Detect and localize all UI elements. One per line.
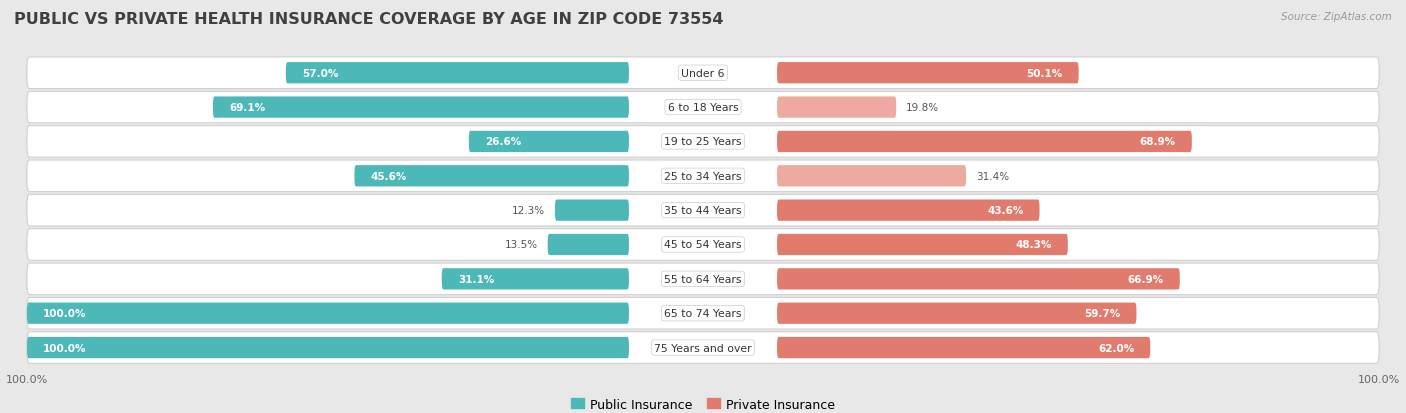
- Text: 45.6%: 45.6%: [371, 171, 406, 181]
- FancyBboxPatch shape: [778, 303, 1136, 324]
- FancyBboxPatch shape: [555, 200, 628, 221]
- FancyBboxPatch shape: [778, 63, 1078, 84]
- Text: 50.1%: 50.1%: [1026, 69, 1063, 78]
- Text: PUBLIC VS PRIVATE HEALTH INSURANCE COVERAGE BY AGE IN ZIP CODE 73554: PUBLIC VS PRIVATE HEALTH INSURANCE COVER…: [14, 12, 724, 27]
- FancyBboxPatch shape: [354, 166, 628, 187]
- Text: Source: ZipAtlas.com: Source: ZipAtlas.com: [1281, 12, 1392, 22]
- Text: Under 6: Under 6: [682, 69, 724, 78]
- FancyBboxPatch shape: [27, 303, 628, 324]
- FancyBboxPatch shape: [285, 63, 628, 84]
- Text: 100.0%: 100.0%: [44, 343, 87, 353]
- Text: 66.9%: 66.9%: [1128, 274, 1164, 284]
- Text: 48.3%: 48.3%: [1015, 240, 1052, 250]
- FancyBboxPatch shape: [212, 97, 628, 119]
- Text: 65 to 74 Years: 65 to 74 Years: [664, 309, 742, 318]
- Text: 19.8%: 19.8%: [905, 103, 939, 113]
- Text: 43.6%: 43.6%: [987, 206, 1024, 216]
- FancyBboxPatch shape: [27, 263, 1379, 295]
- FancyBboxPatch shape: [778, 337, 1150, 358]
- Text: 57.0%: 57.0%: [302, 69, 339, 78]
- FancyBboxPatch shape: [27, 229, 1379, 261]
- Legend: Public Insurance, Private Insurance: Public Insurance, Private Insurance: [571, 398, 835, 411]
- Text: 6 to 18 Years: 6 to 18 Years: [668, 103, 738, 113]
- FancyBboxPatch shape: [27, 298, 1379, 329]
- FancyBboxPatch shape: [27, 337, 628, 358]
- FancyBboxPatch shape: [468, 131, 628, 153]
- FancyBboxPatch shape: [27, 126, 1379, 158]
- Text: 55 to 64 Years: 55 to 64 Years: [664, 274, 742, 284]
- FancyBboxPatch shape: [778, 97, 896, 119]
- FancyBboxPatch shape: [778, 131, 1192, 153]
- Text: 59.7%: 59.7%: [1084, 309, 1121, 318]
- Text: 25 to 34 Years: 25 to 34 Years: [664, 171, 742, 181]
- Text: 69.1%: 69.1%: [229, 103, 266, 113]
- FancyBboxPatch shape: [27, 161, 1379, 192]
- Text: 68.9%: 68.9%: [1140, 137, 1175, 147]
- FancyBboxPatch shape: [27, 332, 1379, 363]
- Text: 12.3%: 12.3%: [512, 206, 546, 216]
- FancyBboxPatch shape: [548, 234, 628, 256]
- Text: 45 to 54 Years: 45 to 54 Years: [664, 240, 742, 250]
- FancyBboxPatch shape: [778, 166, 966, 187]
- Text: 100.0%: 100.0%: [44, 309, 87, 318]
- FancyBboxPatch shape: [778, 200, 1039, 221]
- FancyBboxPatch shape: [27, 58, 1379, 89]
- Text: 62.0%: 62.0%: [1098, 343, 1135, 353]
- FancyBboxPatch shape: [441, 268, 628, 290]
- Text: 31.1%: 31.1%: [458, 274, 494, 284]
- FancyBboxPatch shape: [778, 268, 1180, 290]
- FancyBboxPatch shape: [27, 195, 1379, 226]
- FancyBboxPatch shape: [778, 234, 1067, 256]
- Text: 26.6%: 26.6%: [485, 137, 522, 147]
- Text: 31.4%: 31.4%: [976, 171, 1010, 181]
- Text: 35 to 44 Years: 35 to 44 Years: [664, 206, 742, 216]
- Text: 13.5%: 13.5%: [505, 240, 538, 250]
- FancyBboxPatch shape: [27, 92, 1379, 123]
- Text: 75 Years and over: 75 Years and over: [654, 343, 752, 353]
- Text: 19 to 25 Years: 19 to 25 Years: [664, 137, 742, 147]
